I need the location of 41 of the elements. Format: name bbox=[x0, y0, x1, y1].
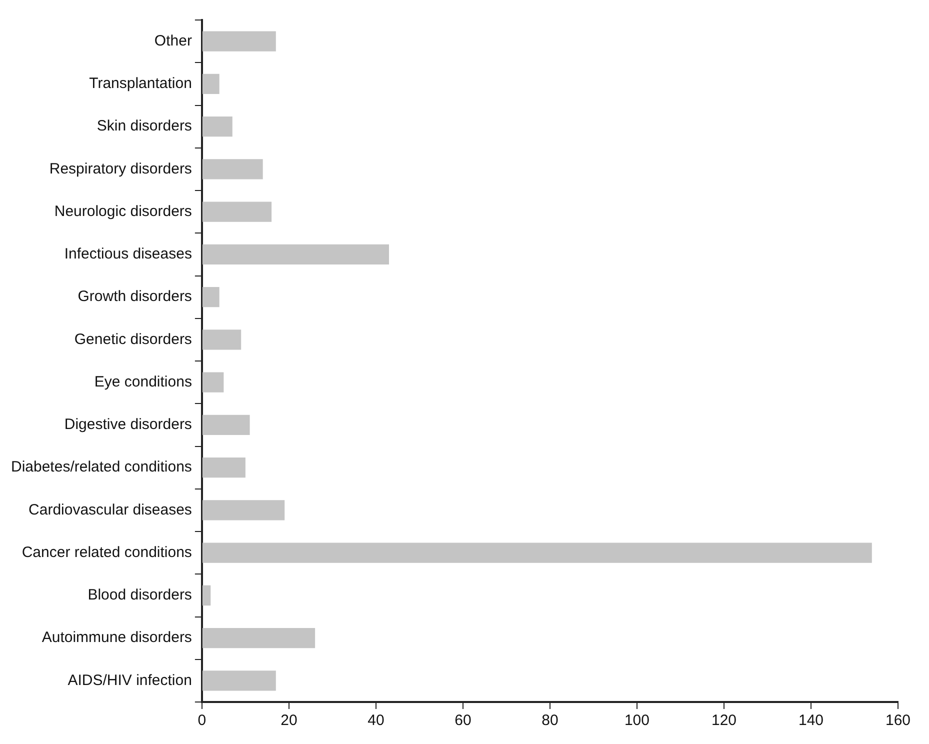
y-tick-label: Eye conditions bbox=[94, 373, 192, 390]
x-tick-label: 0 bbox=[198, 712, 206, 730]
bar bbox=[202, 244, 390, 265]
bar bbox=[202, 500, 285, 520]
y-tick-label: Genetic disorders bbox=[74, 330, 192, 348]
y-tick-label: Cancer related conditions bbox=[22, 544, 192, 561]
bar bbox=[202, 202, 272, 222]
bar bbox=[202, 74, 220, 94]
y-tick-label: Neurologic disorders bbox=[54, 202, 192, 220]
y-tick-label: Autoimmune disorders bbox=[42, 629, 192, 646]
y-tick-label: Transplantation bbox=[89, 75, 192, 92]
y-tick-label: Growth disorders bbox=[78, 288, 192, 306]
bar bbox=[202, 628, 316, 648]
bar bbox=[202, 159, 263, 180]
bar bbox=[202, 31, 276, 52]
y-tick-label: Digestive disorders bbox=[64, 416, 192, 434]
y-tick-label: Infectious diseases bbox=[64, 246, 192, 263]
y-tick-label: Diabetes/related conditions bbox=[10, 458, 192, 476]
x-tick-label: 100 bbox=[624, 712, 650, 730]
bar bbox=[202, 330, 242, 350]
x-tick-label: 20 bbox=[280, 712, 298, 730]
x-tick-label: 120 bbox=[711, 712, 736, 730]
x-tick-label: 160 bbox=[885, 712, 911, 730]
y-tick-label: Skin disorders bbox=[96, 118, 192, 135]
bar bbox=[202, 457, 246, 478]
x-tick-label: 40 bbox=[368, 712, 384, 730]
x-tick-label: 60 bbox=[454, 712, 472, 730]
bar bbox=[202, 542, 872, 563]
x-tick-label: 140 bbox=[798, 712, 824, 730]
y-tick-label: Blood disorders bbox=[88, 586, 192, 604]
bar bbox=[202, 116, 232, 137]
bar bbox=[202, 670, 276, 691]
bar bbox=[202, 585, 211, 606]
y-tick-label: AIDS/HIV infection bbox=[68, 672, 192, 689]
x-tick-label: 80 bbox=[542, 712, 558, 730]
bar bbox=[202, 372, 224, 392]
bar bbox=[202, 414, 250, 436]
y-tick-label: Respiratory disorders bbox=[49, 160, 192, 178]
bar bbox=[202, 286, 220, 308]
y-tick-label: Cardiovascular diseases bbox=[28, 501, 192, 518]
y-tick-label: Other bbox=[154, 32, 192, 50]
